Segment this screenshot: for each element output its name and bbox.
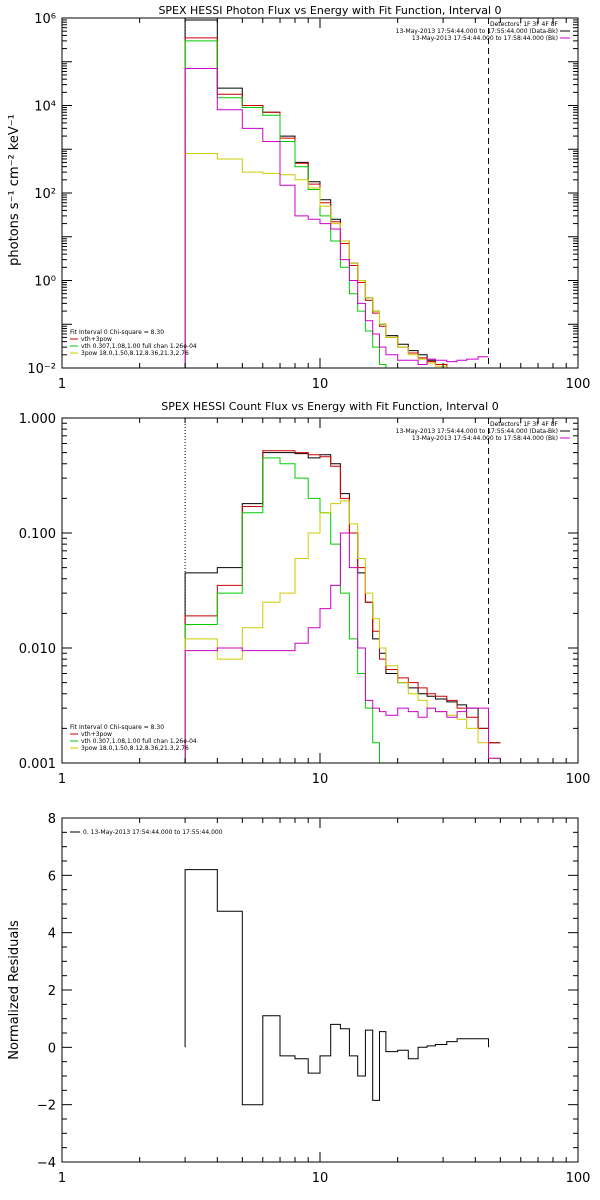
count-flux-x-tick-labels: 1 10 100 <box>58 772 591 787</box>
photon-flux-vlines <box>184 18 490 368</box>
fit-legend-line: Fit Interval 0 Chi-square = 8.30 <box>70 724 164 731</box>
fit-legend-line: Fit Interval 0 Chi-square = 8.30 <box>70 329 164 336</box>
series-line-4 <box>184 68 489 368</box>
photon-flux-title: SPEX HESSI Photon Flux vs Energy with Fi… <box>158 4 501 17</box>
y-tick-label: 0 <box>48 1041 56 1056</box>
photon-flux-fit-legend: Fit Interval 0 Chi-square = 8.30vth+3pow… <box>70 329 197 357</box>
y-tick-label: 10⁻² <box>27 362 56 377</box>
x-tick-label: 100 <box>566 1171 591 1186</box>
series-line-4 <box>184 532 501 763</box>
x-tick-label: 1 <box>58 377 66 392</box>
info-legend-line: 13-May-2013 17:54:44.000 to 17:58:44.000… <box>412 35 558 42</box>
y-tick-label: 0.100 <box>19 527 56 542</box>
x-tick-label: 10 <box>312 377 329 392</box>
residuals-info-legend: 0. 13-May-2013 17:54:44.000 to 17:55:44.… <box>70 829 223 836</box>
photon-flux-panel: SPEX HESSI Photon Flux vs Energy with Fi… <box>7 4 590 392</box>
count-flux-title: SPEX HESSI Count Flux vs Energy with Fit… <box>161 400 498 413</box>
series-line-2 <box>184 457 501 763</box>
y-tick-label: 2 <box>48 984 56 999</box>
count-flux-series <box>184 450 501 763</box>
series-line-3 <box>184 153 489 368</box>
y-tick-label: 10² <box>34 187 56 202</box>
info-legend-line: 13-May-2013 17:54:44.000 to 17:55:44.000… <box>396 28 558 35</box>
y-tick-label: 1.000 <box>19 412 56 427</box>
x-tick-label: 1 <box>58 772 66 787</box>
series-line-0 <box>184 869 489 1106</box>
residuals-x-tick-labels: 1 10 100 <box>58 1171 591 1186</box>
photon-flux-y-tick-labels: 10⁻² 10⁰ 10² 10⁴ 10⁶ <box>27 12 56 377</box>
fit-legend-line: vth 0.307,1.08,1.00 full chan 1.26e-04 <box>81 343 197 350</box>
fit-legend-line: vth+3pow <box>81 336 112 343</box>
photon-flux-ticks <box>61 17 578 369</box>
residuals-series <box>184 869 489 1106</box>
count-flux-y-tick-labels: 0.001 0.010 0.100 1.000 <box>19 412 56 772</box>
info-legend-line: Detectors: 1F 3F 4F 8F <box>490 21 559 28</box>
x-tick-label: 10 <box>312 772 329 787</box>
y-tick-label: 8 <box>48 812 56 827</box>
y-tick-label: 4 <box>48 927 56 942</box>
y-tick-label: 10⁰ <box>34 275 56 290</box>
info-legend-line: 0. 13-May-2013 17:54:44.000 to 17:55:44.… <box>83 829 223 836</box>
photon-flux-ylabel: photons s⁻¹ cm⁻² keV⁻¹ <box>7 114 22 266</box>
count-flux-fit-legend: Fit Interval 0 Chi-square = 8.30vth+3pow… <box>70 724 197 752</box>
info-legend-line: 13-May-2013 17:54:44.000 to 17:58:44.000… <box>412 435 558 442</box>
series-line-2 <box>184 40 489 368</box>
series-line-1 <box>184 37 489 368</box>
count-flux-ticks <box>61 417 578 764</box>
fit-legend-line: vth+3pow <box>81 731 112 738</box>
photon-flux-x-tick-labels: 1 10 100 <box>58 377 591 392</box>
count-flux-vlines <box>184 418 490 763</box>
residuals-panel: Normalized Residuals 1 10 100 −4 −2 0 2 4 6 8 0.… <box>7 812 590 1186</box>
photon-flux-series <box>184 19 489 368</box>
info-legend-line: Detectors: 1F 3F 4F 8F <box>490 421 559 428</box>
series-line-1 <box>184 450 501 763</box>
y-tick-label: 10⁶ <box>34 12 56 27</box>
fit-legend-line: 3pow 18.0,1.50,8.12,8.36,21.3,2.76 <box>81 745 189 752</box>
residuals-frame <box>61 817 579 1163</box>
x-tick-label: 100 <box>566 377 591 392</box>
series-line-3 <box>184 500 501 763</box>
y-tick-label: −2 <box>37 1099 56 1114</box>
count-flux-panel: SPEX HESSI Count Flux vs Energy with Fit… <box>19 400 591 787</box>
residuals-y-tick-labels: −4 −2 0 2 4 6 8 <box>37 812 56 1171</box>
y-tick-label: −4 <box>37 1156 56 1171</box>
y-tick-label: 0.001 <box>19 757 56 772</box>
series-line-0 <box>184 452 501 763</box>
residuals-ticks <box>61 817 578 1163</box>
y-tick-label: 10⁴ <box>34 100 56 115</box>
info-legend-line: 13-May-2013 17:54:44.000 to 17:55:44.000… <box>396 428 558 435</box>
count-flux-frame <box>61 417 579 764</box>
residuals-ylabel: Normalized Residuals <box>7 920 22 1060</box>
x-tick-label: 100 <box>566 772 591 787</box>
x-tick-label: 10 <box>312 1171 329 1186</box>
series-line-0 <box>184 19 489 368</box>
y-tick-label: 6 <box>48 869 56 884</box>
x-tick-label: 1 <box>58 1171 66 1186</box>
fit-legend-line: vth 0.307,1.08,1.00 full chan 1.26e-04 <box>81 738 197 745</box>
y-tick-label: 0.010 <box>19 642 56 657</box>
fit-legend-line: 3pow 18.0,1.50,8.12,8.36,21.3,2.76 <box>81 350 189 357</box>
